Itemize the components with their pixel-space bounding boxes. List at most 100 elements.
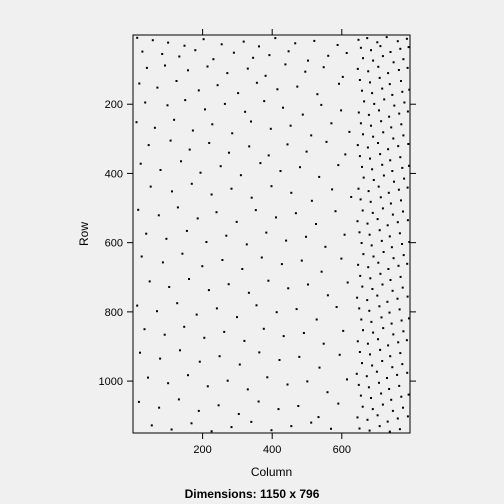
data-point <box>226 72 229 75</box>
data-point <box>215 211 218 214</box>
data-point <box>136 304 139 307</box>
data-point <box>371 288 374 290</box>
data-point <box>361 362 363 365</box>
data-point <box>277 408 280 411</box>
data-point <box>372 255 375 258</box>
data-point <box>388 311 391 314</box>
data-point <box>358 79 361 81</box>
data-point <box>370 49 372 52</box>
data-point <box>183 44 186 47</box>
data-point <box>389 202 392 205</box>
data-point <box>232 51 235 54</box>
data-point <box>361 165 363 168</box>
data-point <box>391 289 394 292</box>
data-point <box>408 241 411 243</box>
data-point <box>266 376 269 379</box>
data-point <box>305 235 307 238</box>
data-point <box>284 63 287 66</box>
data-point <box>387 72 390 75</box>
data-point <box>241 268 244 270</box>
data-point <box>204 108 206 111</box>
data-point <box>366 146 369 149</box>
data-point <box>230 187 233 190</box>
data-point <box>389 159 392 162</box>
data-point <box>401 363 404 366</box>
data-point <box>270 429 273 432</box>
data-point <box>398 308 401 311</box>
data-point <box>201 265 204 268</box>
data-point <box>243 339 246 342</box>
data-point <box>390 126 393 129</box>
data-point <box>231 132 234 135</box>
data-point <box>279 170 282 172</box>
data-point <box>145 66 148 69</box>
data-point <box>167 41 170 44</box>
data-point <box>258 351 261 354</box>
data-point <box>357 187 360 190</box>
data-point <box>377 65 380 68</box>
data-point <box>137 400 140 403</box>
data-point <box>315 318 318 321</box>
data-point <box>221 259 224 261</box>
data-point <box>399 156 402 159</box>
data-point <box>387 344 390 347</box>
data-point <box>340 257 343 260</box>
y-tick-label: 800 <box>105 307 123 319</box>
data-point <box>362 133 364 136</box>
data-point <box>402 406 404 409</box>
data-point <box>267 279 270 282</box>
data-point <box>145 232 148 235</box>
data-point <box>380 392 383 395</box>
data-point <box>262 327 265 330</box>
data-point <box>356 220 359 223</box>
data-point <box>210 193 213 196</box>
data-point <box>250 196 253 199</box>
data-point <box>235 220 238 223</box>
data-point <box>387 268 390 270</box>
data-point <box>206 65 209 68</box>
data-point <box>330 122 333 125</box>
data-point <box>369 200 372 203</box>
data-point <box>310 199 313 202</box>
data-point <box>268 54 271 57</box>
data-point <box>137 208 140 211</box>
data-point <box>361 209 364 212</box>
data-point <box>181 252 184 255</box>
data-point <box>316 93 319 96</box>
data-point <box>245 243 248 246</box>
data-point <box>202 38 205 41</box>
data-point <box>163 333 166 336</box>
data-point <box>299 166 301 169</box>
data-point <box>171 190 173 193</box>
data-point <box>250 120 252 123</box>
data-point <box>401 90 404 93</box>
data-point <box>370 320 373 323</box>
data-point <box>257 400 260 403</box>
data-point <box>378 305 381 308</box>
data-point <box>355 372 358 375</box>
data-point <box>247 291 250 294</box>
data-point <box>358 231 361 234</box>
data-point <box>358 155 361 158</box>
data-point <box>369 157 371 160</box>
data-point <box>242 40 245 43</box>
data-point <box>369 277 372 280</box>
data-point <box>265 231 268 234</box>
data-point <box>320 270 323 273</box>
data-point <box>379 45 382 48</box>
data-point <box>396 221 399 224</box>
data-point <box>318 175 321 178</box>
data-point <box>360 318 363 321</box>
data-point <box>144 101 147 104</box>
data-point <box>408 317 410 320</box>
data-point <box>307 283 309 286</box>
data-point <box>357 111 360 114</box>
data-point <box>371 168 374 171</box>
data-point <box>297 405 300 407</box>
data-point <box>390 322 393 325</box>
data-point <box>396 297 399 300</box>
data-point <box>147 144 150 147</box>
data-point <box>135 121 138 124</box>
data-point <box>357 38 360 41</box>
data-point <box>378 381 380 384</box>
